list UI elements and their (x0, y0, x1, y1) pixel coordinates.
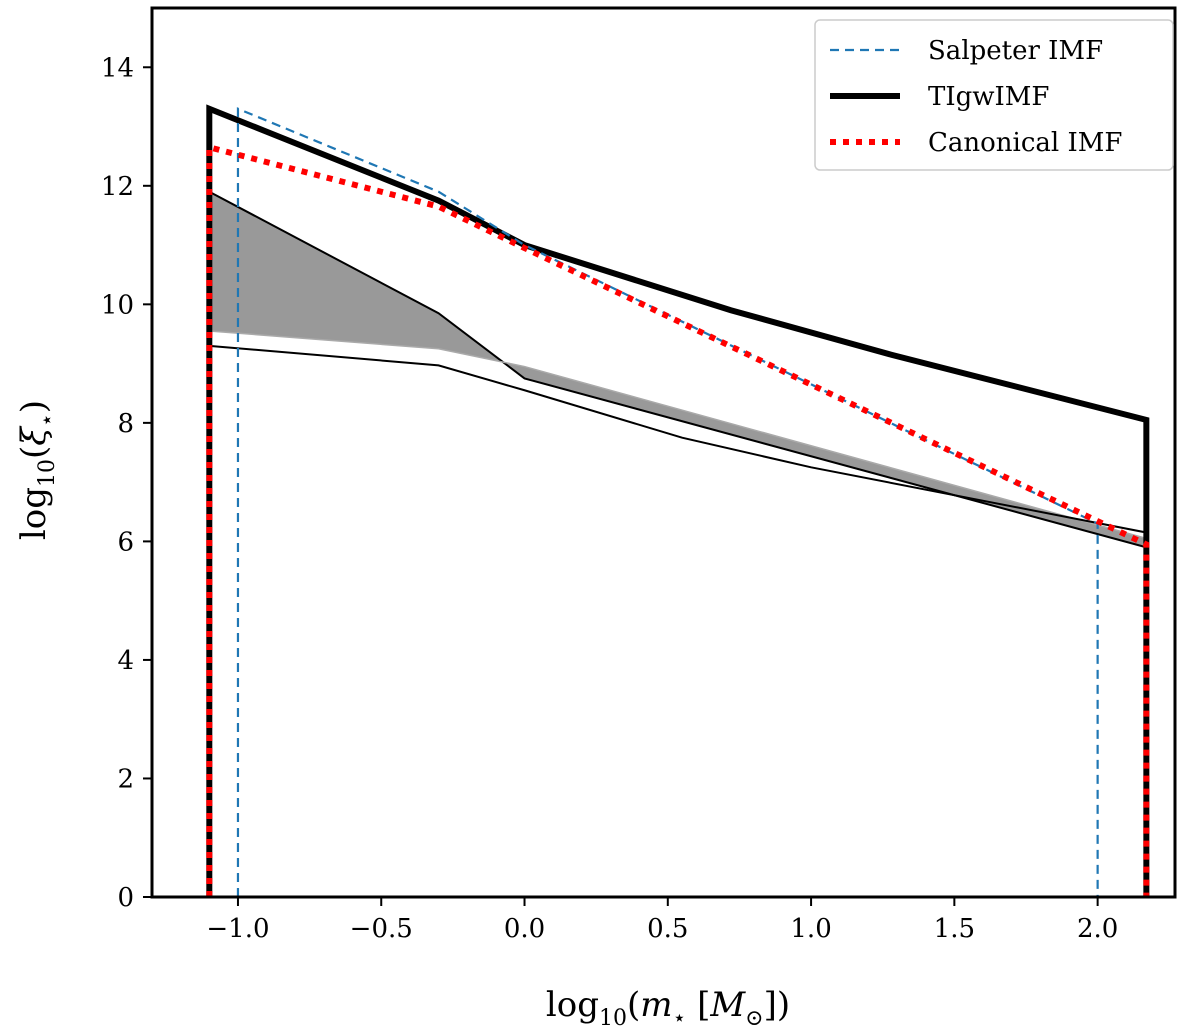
y-tick-label: 8 (117, 409, 134, 439)
x-tick-label: −1.0 (206, 914, 269, 944)
series-salpeter-imf (236, 107, 1099, 897)
y-tick-label: 10 (101, 290, 134, 320)
x-tick-label: 2.0 (1077, 914, 1118, 944)
axis-ticks: −1.0 −0.5 0.0 0.5 1.0 1.5 2.0 0 2 4 6 8 10 12 14 (101, 53, 1118, 944)
x-tick-label: 0.5 (647, 914, 688, 944)
legend: Salpeter IMF TIgwIMF Canonical IMF (814, 19, 1174, 171)
legend-box (814, 19, 1174, 171)
thin-line-0 (209, 344, 1147, 534)
legend-label-salpeter: Salpeter IMF (928, 36, 1103, 66)
y-tick-label: 4 (117, 646, 134, 676)
x-tick-label: 0.0 (504, 914, 545, 944)
x-axis-label: log10(m⋆ [M⊙]) (546, 985, 790, 1030)
y-tick-label: 6 (117, 527, 134, 557)
y-tick-label: 0 (117, 883, 134, 913)
band-lower-edge (209, 330, 1147, 540)
plot-frame (150, 6, 1177, 899)
x-tick-label: 1.0 (790, 914, 831, 944)
band-upper-edge (208, 190, 1147, 549)
x-tick-label: 1.5 (934, 914, 975, 944)
series-tigwimf (206, 104, 1150, 897)
legend-label-canonical: Canonical IMF (928, 128, 1122, 158)
legend-label-tigwimf: TIgwIMF (928, 82, 1049, 112)
y-tick-label: 14 (101, 53, 134, 83)
x-tick-label: −0.5 (350, 914, 413, 944)
series-canonical-imf (206, 143, 1150, 897)
y-tick-label: 2 (117, 764, 134, 794)
y-tick-label: 12 (101, 172, 134, 202)
plot-area (206, 104, 1150, 897)
uncertainty-band (209, 191, 1147, 548)
y-axis-label: log10(ξ⋆) (14, 400, 60, 540)
